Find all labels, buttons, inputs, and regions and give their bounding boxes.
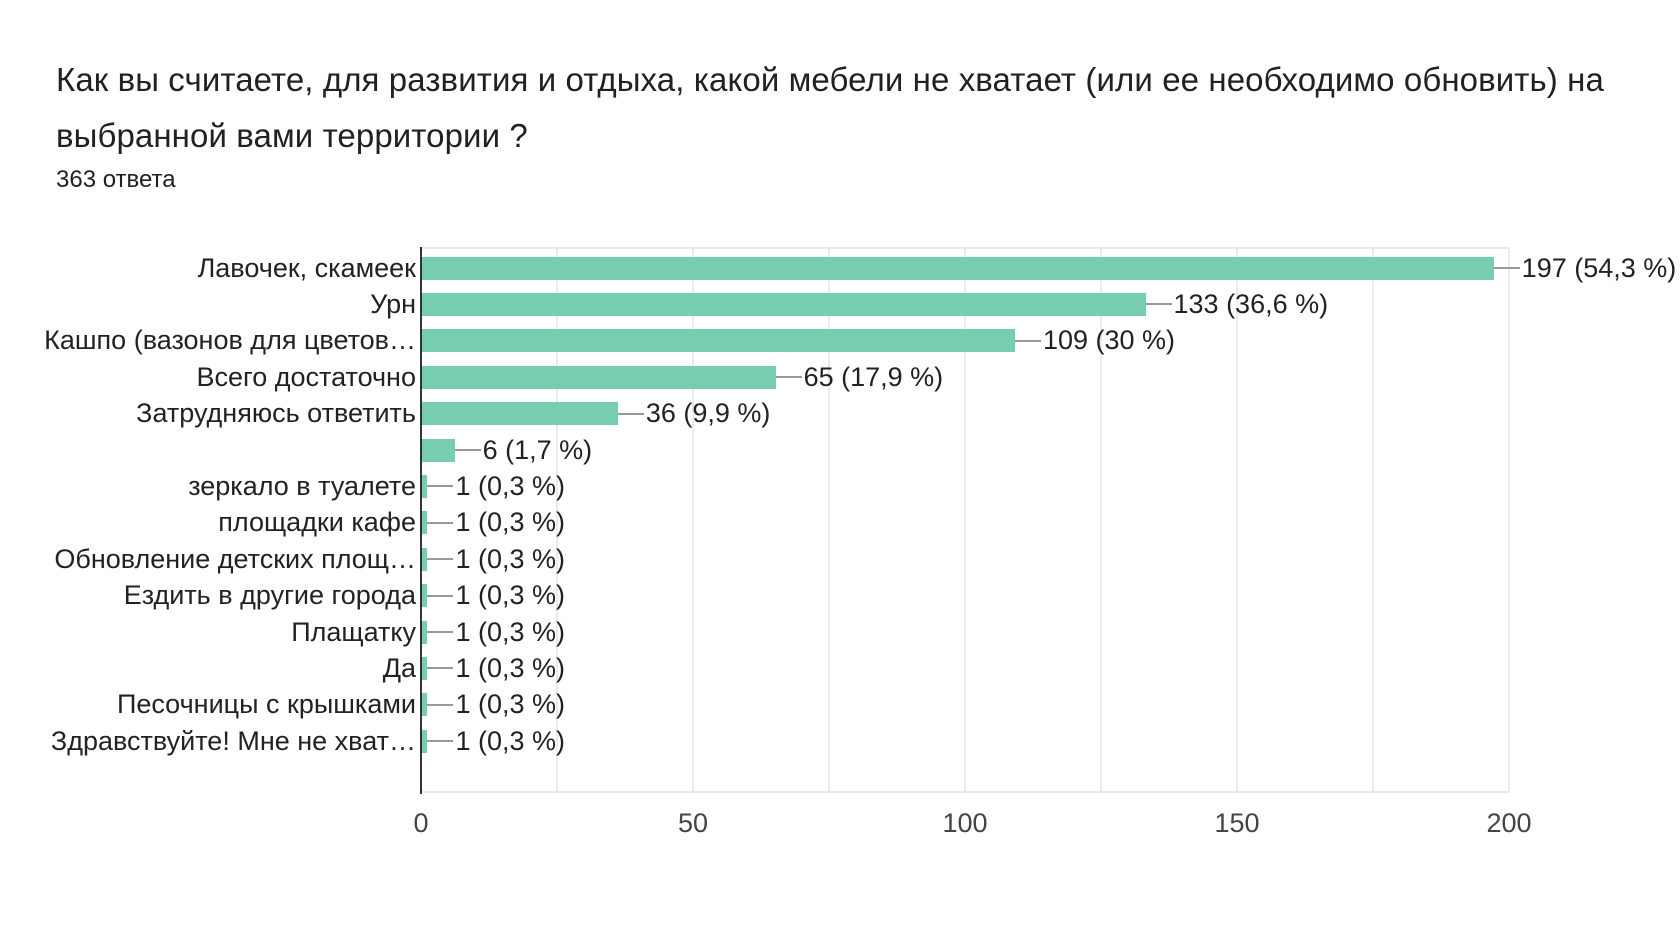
leader-line [427, 594, 454, 597]
category-label: Затрудняюсь ответить [136, 398, 416, 429]
value-label: 1 (0,3 %) [455, 580, 565, 611]
category-label: Всего достаточно [196, 361, 416, 392]
bar[interactable] [422, 402, 618, 426]
leader-line [775, 376, 802, 379]
bar[interactable] [422, 693, 428, 717]
x-tick-label: 50 [677, 808, 709, 838]
value-label: 133 (36,6 %) [1173, 288, 1329, 319]
bar[interactable] [422, 365, 776, 389]
leader-line [1014, 339, 1041, 342]
category-label: площадки кафе [218, 507, 416, 538]
value-label: 1 (0,3 %) [455, 470, 565, 501]
category-label: Лавочек, скамеек [197, 252, 416, 283]
leader-line [427, 740, 454, 743]
x-tick-label: 150 [1214, 808, 1260, 838]
category-label: Кашпо (вазонов для цветов… [44, 325, 416, 356]
bar[interactable] [422, 729, 428, 753]
gridline [1100, 247, 1102, 793]
bar[interactable] [422, 256, 1494, 280]
leader-line [617, 412, 644, 415]
bar[interactable] [422, 584, 428, 608]
gridline [1236, 247, 1238, 793]
leader-line [1493, 267, 1520, 269]
gridline [692, 247, 694, 793]
category-label: зеркало в туалете [188, 470, 416, 501]
bar[interactable] [422, 329, 1015, 353]
value-label: 36 (9,9 %) [645, 398, 771, 429]
value-label: 1 (0,3 %) [455, 689, 565, 720]
value-label: 1 (0,3 %) [455, 507, 565, 538]
gridline [964, 247, 966, 793]
value-label: 65 (17,9 %) [803, 361, 944, 392]
leader-line [427, 703, 454, 706]
category-label: Урн [370, 288, 416, 319]
bar[interactable] [422, 656, 428, 680]
bar[interactable] [422, 474, 428, 498]
x-tick-label: 100 [942, 808, 988, 838]
y-axis-line [420, 247, 422, 794]
x-tick-label: 0 [413, 808, 429, 838]
value-label: 197 (54,3 %) [1521, 252, 1677, 283]
category-label: Ездить в другие города [123, 580, 416, 611]
bar[interactable] [422, 438, 455, 462]
leader-line [427, 521, 454, 524]
leader-line [427, 485, 454, 488]
category-label: Да [382, 652, 416, 683]
question-title: Как вы считаете, для развития и отдыха, … [56, 61, 1604, 154]
value-label: 109 (30 %) [1042, 325, 1176, 356]
value-label: 6 (1,7 %) [482, 434, 593, 465]
category-label: Плащатку [291, 616, 416, 647]
category-label: Песочницы с крышками [116, 689, 416, 720]
leader-line [427, 631, 454, 633]
bar[interactable] [422, 547, 428, 571]
leader-line [427, 667, 454, 670]
gridline [828, 247, 830, 793]
value-label: 1 (0,3 %) [455, 616, 565, 647]
leader-line [454, 449, 481, 451]
value-label: 1 (0,3 %) [455, 652, 565, 683]
gridline [556, 247, 558, 793]
leader-line [1145, 303, 1172, 306]
category-label: Здравствуйте! Мне не хват… [50, 725, 416, 756]
x-tick-label: 200 [1486, 808, 1532, 838]
gridline [1372, 247, 1374, 793]
value-label: 1 (0,3 %) [455, 543, 565, 574]
bar[interactable] [422, 620, 428, 644]
bar[interactable] [422, 292, 1146, 316]
bar[interactable] [422, 511, 428, 535]
leader-line [427, 558, 454, 561]
response-count: 363 ответа [56, 166, 176, 193]
value-label: 1 (0,3 %) [455, 725, 565, 756]
category-label: Обновление детских площ… [54, 543, 416, 574]
